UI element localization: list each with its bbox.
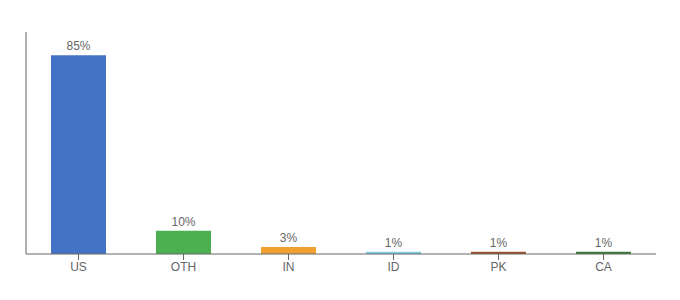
svg-text:PK: PK	[490, 260, 506, 274]
svg-text:10%: 10%	[171, 215, 195, 229]
svg-text:1%: 1%	[595, 236, 613, 250]
svg-text:3%: 3%	[280, 231, 298, 245]
svg-text:ID: ID	[388, 260, 400, 274]
svg-text:US: US	[70, 260, 87, 274]
svg-text:CA: CA	[595, 260, 612, 274]
svg-text:1%: 1%	[385, 236, 403, 250]
svg-text:OTH: OTH	[171, 260, 196, 274]
svg-text:85%: 85%	[66, 39, 90, 53]
svg-text:1%: 1%	[490, 236, 508, 250]
svg-text:IN: IN	[283, 260, 295, 274]
